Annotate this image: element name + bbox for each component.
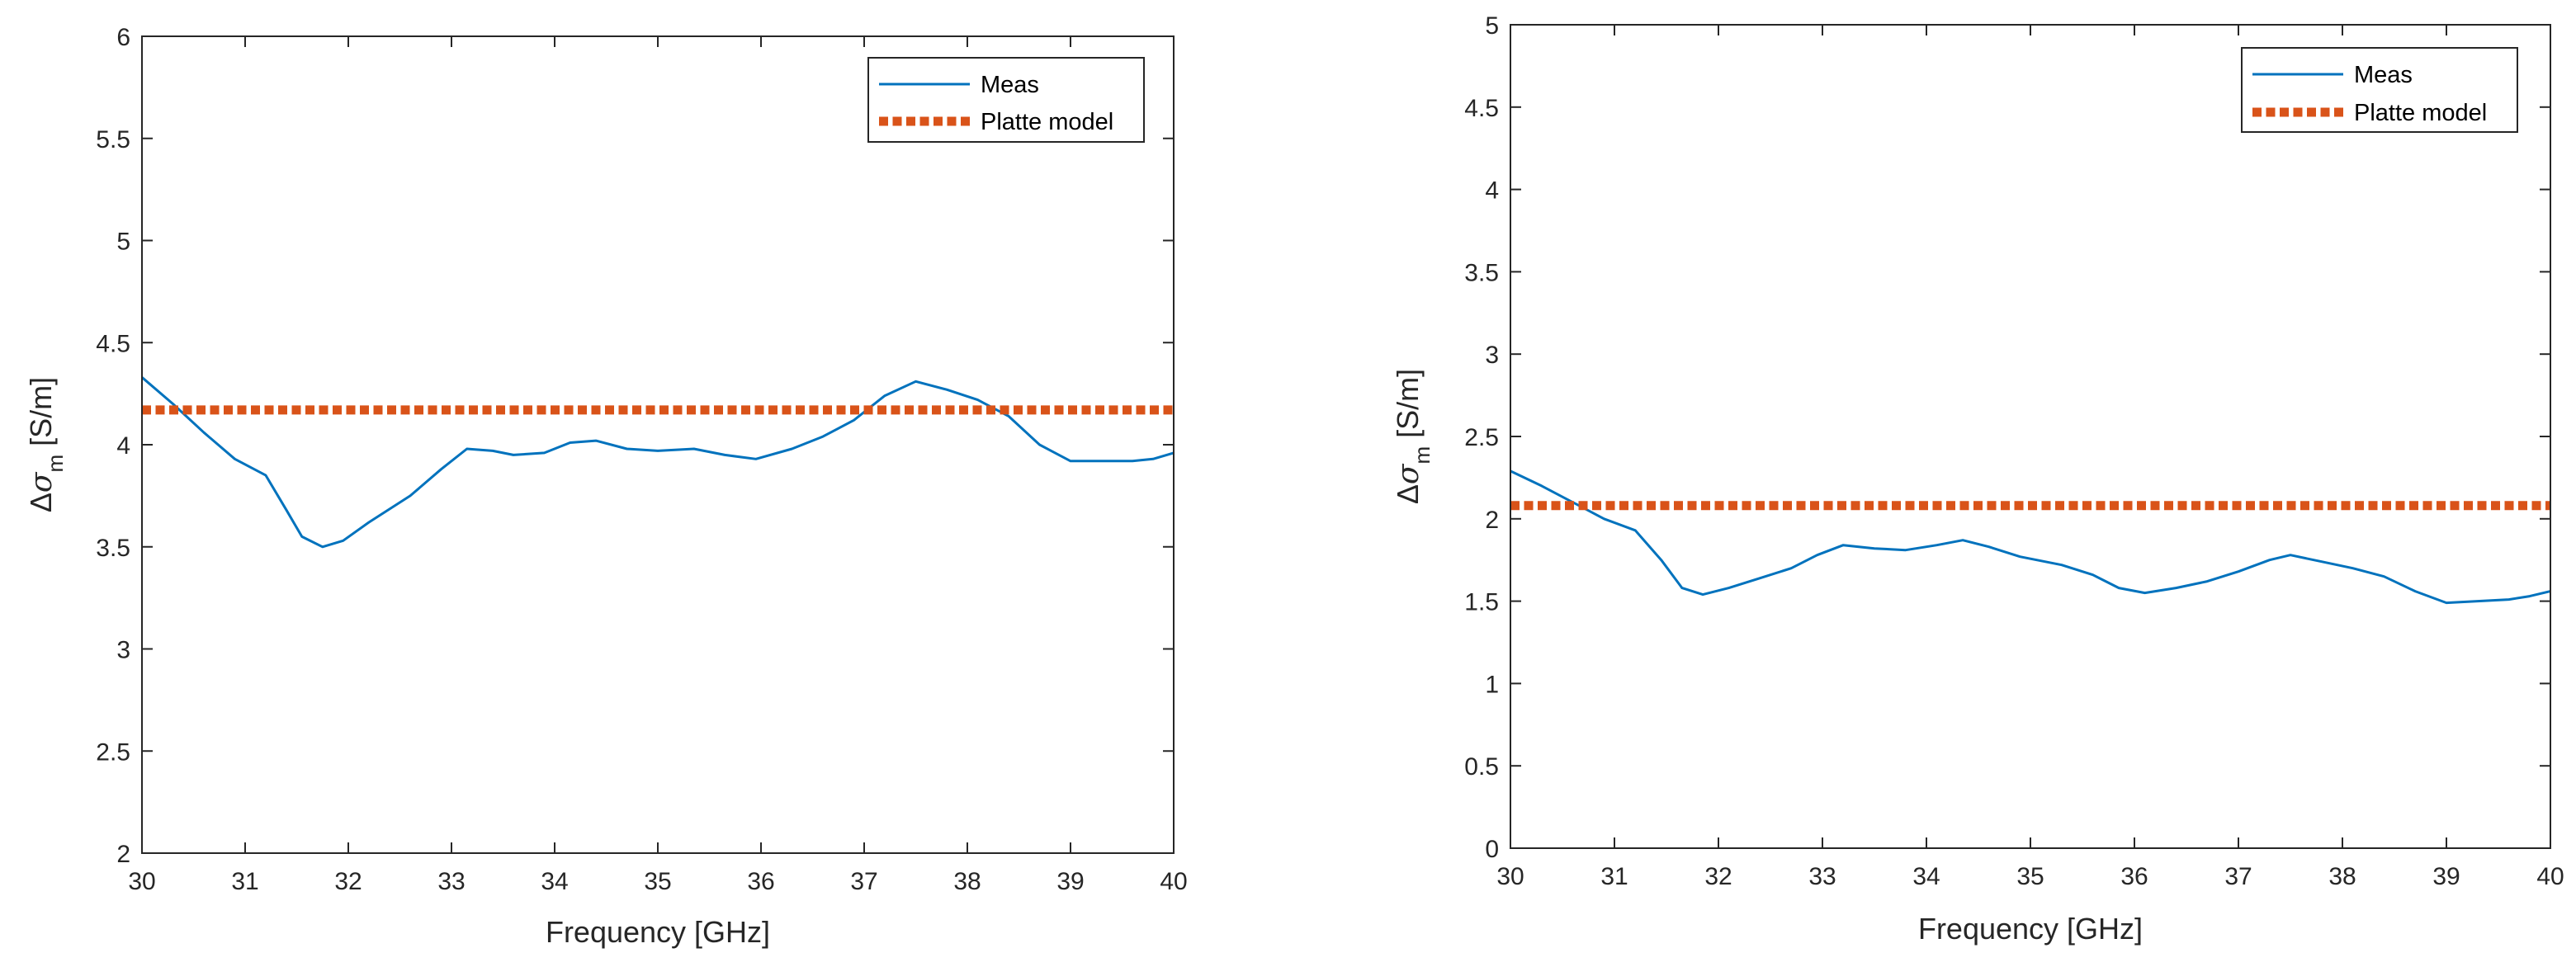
meas-line-left — [141, 376, 1175, 549]
plot-area-right — [1510, 25, 2550, 848]
x-tick-label-right-7: 37 — [2224, 863, 2252, 890]
plot-area-left — [142, 36, 1174, 853]
legend-box-right — [2241, 47, 2518, 133]
chart-panel-right: 30 31 32 33 34 35 36 37 38 39 40 0 0.5 1 1.5 2 2.5 3 3.5 4 4… — [1391, 12, 2564, 946]
y-tick-label-right-10: 5 — [1485, 12, 1499, 40]
y-axis-label-unit-left: [S/m] — [24, 377, 58, 446]
legend-meas-label-right: Meas — [2354, 62, 2413, 88]
x-tick-label-right-10: 40 — [2536, 863, 2564, 890]
y-tick-label-right-5: 2.5 — [1464, 424, 1499, 451]
legend-right: Meas Platte model — [2241, 47, 2518, 133]
y-tick-label-right-6: 3 — [1485, 342, 1499, 369]
y-tick-label-left-1: 2.5 — [96, 738, 130, 766]
x-tick-label-left-8: 38 — [953, 868, 981, 895]
x-tick-label-right-8: 38 — [2328, 863, 2356, 890]
x-tick-label-left-4: 34 — [541, 868, 568, 895]
legend-meas-label-left: Meas — [981, 72, 1039, 98]
x-axis-label-left: Frequency [GHz] — [546, 915, 770, 949]
y-tick-label-left-3: 3.5 — [96, 535, 130, 562]
y-axis-label-sub-right: m — [1410, 446, 1435, 465]
y-axis-label-unit-right: [S/m] — [1391, 369, 1425, 438]
y-tick-label-left-4: 4 — [116, 432, 130, 460]
y-axis-label-delta-left: Δ — [24, 493, 58, 512]
ticks-left: 30 31 32 33 34 35 36 37 38 39 40 2 2.5 3 3.5 4 4.5 5 5.5 6 — [96, 24, 1187, 895]
legend-box-left — [867, 57, 1145, 143]
y-tick-label-left-6: 5 — [116, 229, 130, 256]
y-tick-label-right-7: 3.5 — [1464, 259, 1499, 286]
y-tick-label-left-2: 3 — [116, 637, 130, 664]
x-tick-label-right-9: 39 — [2432, 863, 2460, 890]
y-tick-label-right-9: 4.5 — [1464, 95, 1499, 122]
legend-left: Meas Platte model — [867, 57, 1145, 143]
x-tick-label-left-3: 33 — [437, 868, 465, 895]
x-axis-label-right: Frequency [GHz] — [1918, 912, 2143, 946]
plot-marks-right — [1510, 469, 2551, 605]
x-tick-label-left-7: 37 — [850, 868, 877, 895]
legend-platte-label-left: Platte model — [981, 109, 1113, 135]
plot-marks-left — [141, 376, 1175, 549]
y-tick-label-right-4: 2 — [1485, 507, 1499, 534]
y-axis-label-right: Δσm [S/m] — [1391, 369, 1435, 504]
y-axis-label-sigma-left: σ — [25, 471, 59, 493]
y-tick-label-right-0: 0 — [1485, 836, 1499, 863]
y-tick-label-left-7: 5.5 — [96, 126, 130, 153]
y-tick-label-left-5: 4.5 — [96, 330, 130, 357]
ticks-right: 30 31 32 33 34 35 36 37 38 39 40 0 0.5 1 1.5 2 2.5 3 3.5 4 4… — [1464, 12, 2564, 890]
x-tick-label-left-0: 30 — [128, 868, 155, 895]
x-tick-label-left-10: 40 — [1160, 868, 1187, 895]
y-tick-label-left-8: 6 — [116, 24, 130, 51]
y-tick-label-right-2: 1 — [1485, 671, 1499, 698]
y-axis-label-sigma-right: σ — [1392, 463, 1425, 484]
y-axis-label-delta-right: Δ — [1391, 484, 1425, 504]
x-tick-label-left-2: 32 — [334, 868, 362, 895]
x-tick-label-right-3: 33 — [1808, 863, 1836, 890]
x-tick-label-left-6: 36 — [747, 868, 774, 895]
y-tick-label-right-8: 4 — [1485, 177, 1499, 205]
meas-line-right — [1510, 469, 2551, 605]
x-tick-label-right-0: 30 — [1496, 863, 1524, 890]
y-axis-label-sub-left: m — [43, 455, 68, 473]
x-tick-label-right-5: 35 — [2016, 863, 2044, 890]
x-tick-label-left-5: 35 — [644, 868, 671, 895]
y-tick-label-right-1: 0.5 — [1464, 753, 1499, 781]
x-tick-label-right-1: 31 — [1600, 863, 1628, 890]
x-tick-label-right-2: 32 — [1704, 863, 1732, 890]
x-tick-label-right-6: 36 — [2120, 863, 2148, 890]
x-tick-label-right-4: 34 — [1912, 863, 1940, 890]
y-axis-label-left: Δσm [S/m] — [24, 377, 68, 512]
y-tick-label-right-3: 1.5 — [1464, 589, 1499, 616]
x-tick-label-left-9: 39 — [1056, 868, 1084, 895]
chart-panel-left: 30 31 32 33 34 35 36 37 38 39 4022.533.544.555.56 … — [24, 24, 1188, 949]
y-tick-label-left-0: 2 — [116, 841, 130, 868]
x-tick-label-left-1: 31 — [231, 868, 258, 895]
legend-platte-label-right: Platte model — [2354, 100, 2487, 126]
